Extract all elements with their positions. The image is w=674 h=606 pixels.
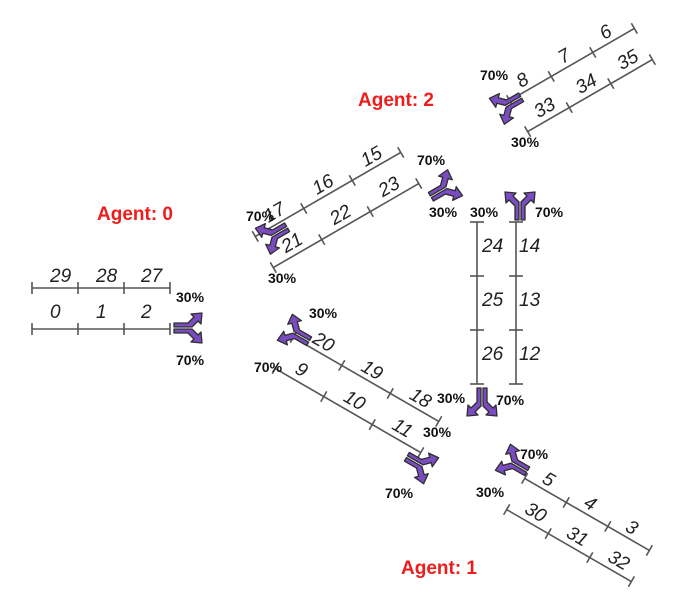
road-bottom-right: 5 4 3 30 31 32 bbox=[502, 468, 654, 588]
pct-tr-major: 70% bbox=[480, 67, 509, 83]
split-arrow-icon bbox=[173, 312, 203, 344]
cell-33: 33 bbox=[531, 94, 560, 123]
pct-v-bot-minor: 30% bbox=[437, 390, 466, 406]
pct-lr-minor: 30% bbox=[423, 424, 452, 440]
cell-9: 9 bbox=[291, 359, 311, 383]
pct-c-minor: 30% bbox=[429, 204, 458, 220]
pct-v-top-major: 70% bbox=[535, 204, 564, 220]
cell-34: 34 bbox=[572, 70, 601, 99]
pct-ul-major: 70% bbox=[246, 208, 275, 224]
pct-ll-major: 70% bbox=[254, 359, 283, 375]
pct-left-major: 70% bbox=[176, 352, 205, 368]
pct-br-minor: 30% bbox=[476, 484, 505, 500]
cell-15: 15 bbox=[357, 142, 386, 171]
road-vertical: 24 25 26 14 13 12 bbox=[470, 221, 541, 385]
cell-14: 14 bbox=[519, 236, 540, 257]
cell-30: 30 bbox=[521, 499, 550, 528]
cell-1: 1 bbox=[96, 302, 107, 323]
cell-18: 18 bbox=[406, 384, 435, 413]
pct-left-minor: 30% bbox=[176, 289, 205, 305]
cell-13: 13 bbox=[519, 290, 541, 311]
cell-19: 19 bbox=[357, 356, 386, 385]
cell-27: 27 bbox=[140, 266, 164, 287]
pct-ll-minor: 30% bbox=[309, 305, 338, 321]
agent-1-label: Agent: 1 bbox=[401, 558, 477, 579]
cell-20: 20 bbox=[308, 328, 338, 357]
road-left: 29 28 27 0 1 2 bbox=[31, 266, 171, 335]
cell-16: 16 bbox=[309, 170, 338, 199]
cell-24: 24 bbox=[481, 236, 503, 257]
agent-0-label: Agent: 0 bbox=[97, 204, 173, 225]
cell-29: 29 bbox=[49, 266, 72, 287]
split-arrow-icon bbox=[504, 191, 536, 221]
split-arrow-icon bbox=[466, 387, 498, 417]
cell-31: 31 bbox=[563, 523, 592, 552]
cell-11: 11 bbox=[388, 415, 416, 443]
cell-25: 25 bbox=[481, 290, 504, 311]
pct-br-major: 70% bbox=[520, 446, 549, 462]
cell-10: 10 bbox=[340, 387, 369, 416]
road-top-right: 8 7 6 33 34 35 bbox=[505, 21, 657, 138]
cell-0: 0 bbox=[50, 302, 61, 323]
cell-2: 2 bbox=[140, 302, 152, 323]
pct-c-major: 70% bbox=[417, 152, 446, 168]
cell-35: 35 bbox=[614, 46, 643, 75]
pct-v-bot-major: 70% bbox=[496, 392, 525, 408]
agent-2-label: Agent: 2 bbox=[358, 90, 434, 111]
split-arrow-icon bbox=[398, 443, 440, 485]
pct-lr-major: 70% bbox=[385, 485, 414, 501]
cell-32: 32 bbox=[604, 547, 633, 576]
cell-22: 22 bbox=[325, 201, 355, 230]
pct-v-top-minor: 30% bbox=[470, 204, 499, 220]
pct-tr-minor: 30% bbox=[511, 134, 540, 150]
cell-23: 23 bbox=[374, 173, 404, 202]
cell-12: 12 bbox=[519, 344, 541, 365]
cell-28: 28 bbox=[95, 266, 118, 287]
cell-26: 26 bbox=[481, 344, 504, 365]
pct-ul-minor: 30% bbox=[268, 270, 297, 286]
